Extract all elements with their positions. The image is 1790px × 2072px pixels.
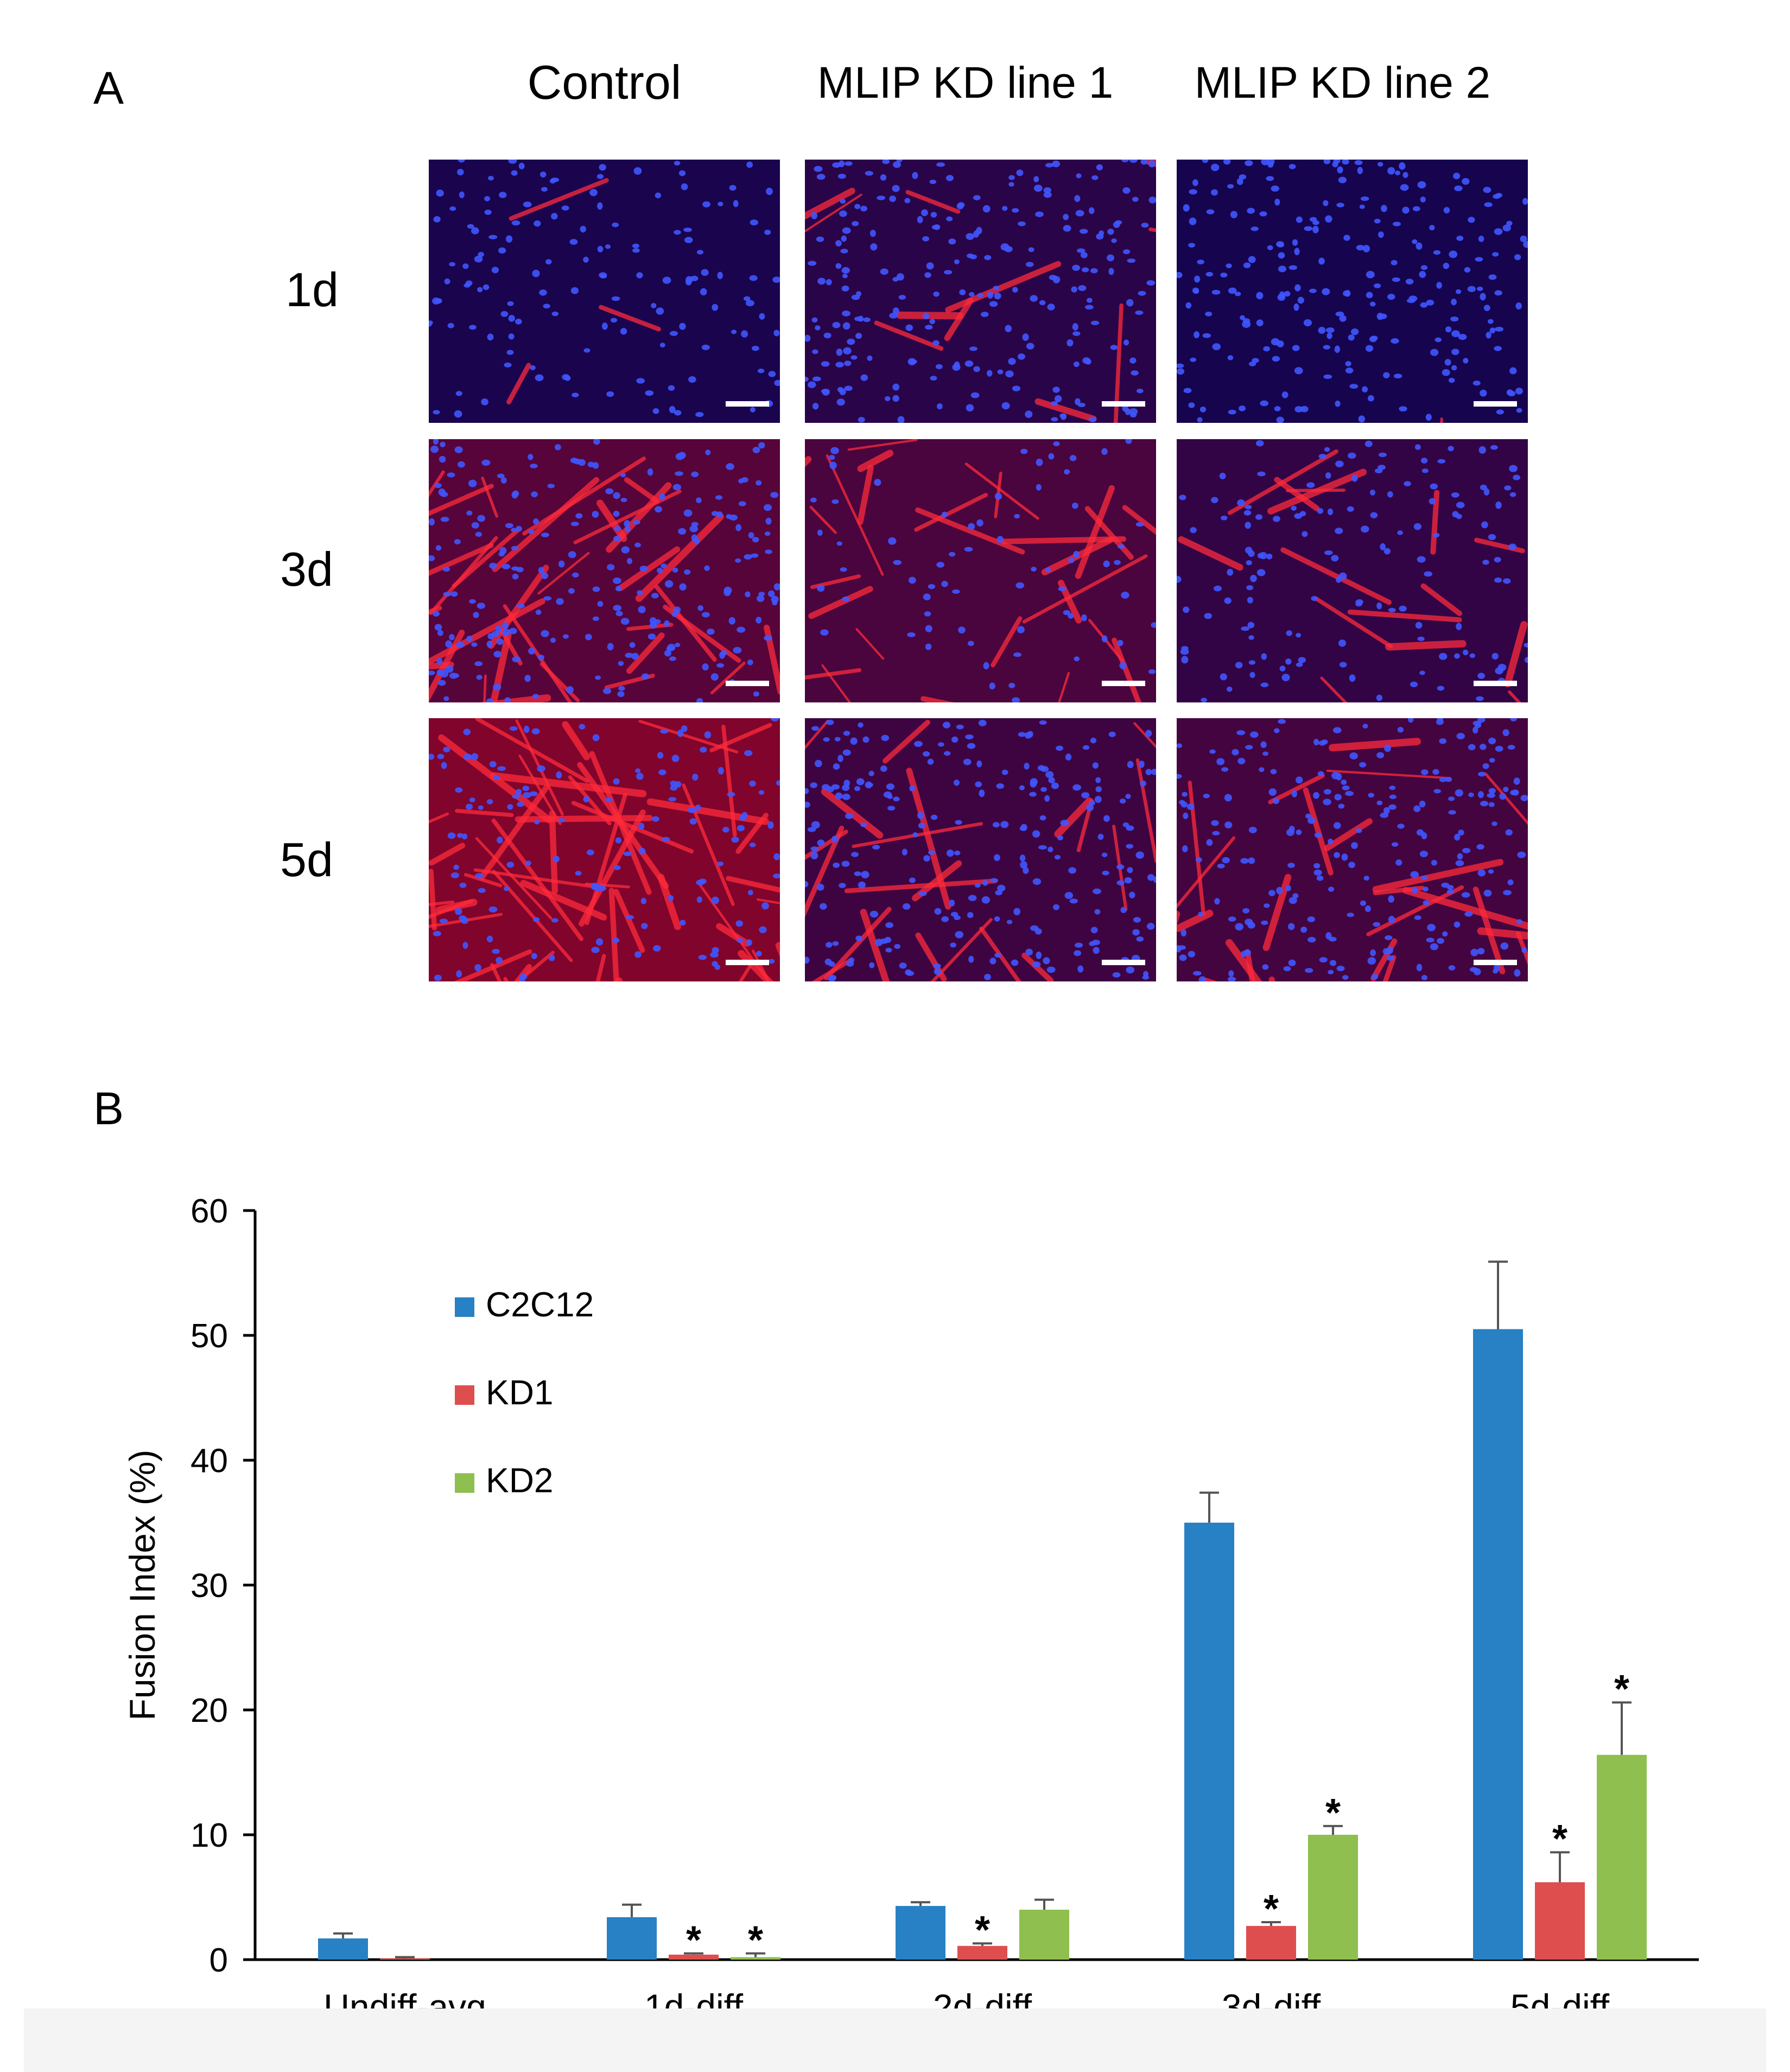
micrograph-kd1-1d xyxy=(805,160,1156,423)
legend-label-c2c12: C2C12 xyxy=(486,1285,594,1324)
legend-swatch-kd1 xyxy=(455,1385,474,1405)
significance-marker: * xyxy=(1264,1887,1279,1931)
column-header-kd-line-1: MLIP KD line 1 xyxy=(817,58,1114,107)
legend-label-kd2: KD2 xyxy=(486,1461,554,1500)
bar-kd2-3d-diff xyxy=(1308,1835,1358,1960)
bar-c2c12-1d-diff xyxy=(607,1917,657,1960)
scale-bar xyxy=(1474,960,1517,965)
y-tick-label: 30 xyxy=(191,1567,228,1605)
bar-kd1-5d-diff xyxy=(1535,1882,1585,1960)
scale-bar xyxy=(726,960,769,965)
micrograph-control-3d xyxy=(429,439,780,702)
bar-kd1-undiff-avg xyxy=(380,1958,430,1960)
legend-label-kd1: KD1 xyxy=(486,1373,554,1412)
scale-bar xyxy=(726,401,769,407)
scale-bar xyxy=(726,681,769,686)
row-label-1d: 1d xyxy=(285,263,339,316)
scale-bar xyxy=(1102,401,1145,407)
bar-kd2-2d-diff xyxy=(1019,1910,1069,1960)
micrograph-kd2-1d xyxy=(1177,160,1528,423)
y-axis-title: Fusion Index (%) xyxy=(122,1450,162,1721)
bar-kd2-5d-diff xyxy=(1597,1754,1647,1960)
scale-bar xyxy=(1102,681,1145,686)
panel-b-label: B xyxy=(93,1083,124,1134)
y-tick-label: 0 xyxy=(210,1942,228,1979)
bar-c2c12-3d-diff xyxy=(1184,1523,1234,1960)
bar-c2c12-5d-diff xyxy=(1473,1329,1523,1960)
legend-swatch-kd2 xyxy=(455,1473,474,1493)
significance-marker: * xyxy=(1325,1791,1341,1835)
bar-kd1-3d-diff xyxy=(1246,1925,1296,1960)
micrograph-kd1-3d xyxy=(805,439,1156,702)
significance-marker: * xyxy=(1614,1668,1629,1711)
y-tick-label: 60 xyxy=(191,1193,228,1230)
y-tick-label: 40 xyxy=(191,1442,228,1480)
legend-swatch-c2c12 xyxy=(455,1297,474,1317)
bar-kd1-1d-diff xyxy=(669,1954,719,1960)
bottom-band xyxy=(24,2008,1766,2072)
micrograph-control-5d xyxy=(429,718,780,981)
micrograph-control-1d xyxy=(429,160,780,423)
significance-marker: * xyxy=(686,1919,701,1962)
bar-kd2-1d-diff xyxy=(731,1957,780,1960)
column-header-kd-line-2: MLIP KD line 2 xyxy=(1194,58,1491,107)
significance-marker: * xyxy=(975,1909,990,1952)
micrograph-kd1-5d xyxy=(805,718,1156,981)
y-tick-label: 20 xyxy=(191,1692,228,1729)
bar-kd1-2d-diff xyxy=(957,1946,1007,1960)
bar-c2c12-undiff-avg xyxy=(318,1938,368,1960)
significance-marker: * xyxy=(748,1919,763,1962)
row-label-5d: 5d xyxy=(280,833,333,886)
significance-marker: * xyxy=(1552,1817,1567,1861)
row-label-3d: 3d xyxy=(280,542,333,596)
scale-bar xyxy=(1474,681,1517,686)
bar-c2c12-2d-diff xyxy=(896,1906,945,1960)
scale-bar xyxy=(1474,401,1517,407)
panel-a-label: A xyxy=(93,62,124,113)
scale-bar xyxy=(1102,960,1145,965)
column-header-control: Control xyxy=(527,55,682,109)
y-tick-label: 10 xyxy=(191,1817,228,1854)
micrograph-kd2-3d xyxy=(1177,439,1528,702)
y-tick-label: 50 xyxy=(191,1317,228,1355)
micrograph-kd2-5d xyxy=(1177,718,1528,981)
